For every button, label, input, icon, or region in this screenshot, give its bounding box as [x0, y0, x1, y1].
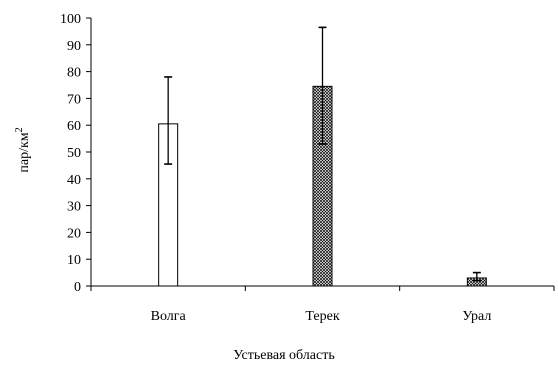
y-tick-label: 30 — [67, 200, 81, 215]
x-axis: Волга Терек Урал — [90, 285, 555, 324]
x-tick-label: Терек — [305, 309, 339, 324]
y-tick-label: 90 — [67, 39, 81, 54]
x-axis-label: Устьевая область — [233, 348, 334, 363]
y-tick-label: 50 — [67, 146, 81, 161]
error-bars-group — [164, 26, 481, 282]
y-tick-label: 40 — [67, 173, 81, 188]
y-tick-label: 80 — [67, 66, 81, 81]
y-tick-label: 70 — [67, 92, 81, 107]
y-tick-label: 10 — [67, 253, 81, 268]
y-tick-label: 0 — [74, 280, 81, 295]
y-tick-label: 60 — [67, 119, 81, 134]
bars-group — [158, 85, 487, 287]
x-tick-label: Волга — [151, 309, 187, 324]
x-tick-label: Урал — [462, 309, 491, 324]
y-tick-label: 20 — [67, 226, 81, 241]
y-axis: 0 10 20 30 40 50 60 70 80 90 100 — [60, 12, 92, 295]
y-tick-label: 100 — [60, 12, 81, 27]
y-axis-label: пар/км2 — [14, 127, 32, 172]
